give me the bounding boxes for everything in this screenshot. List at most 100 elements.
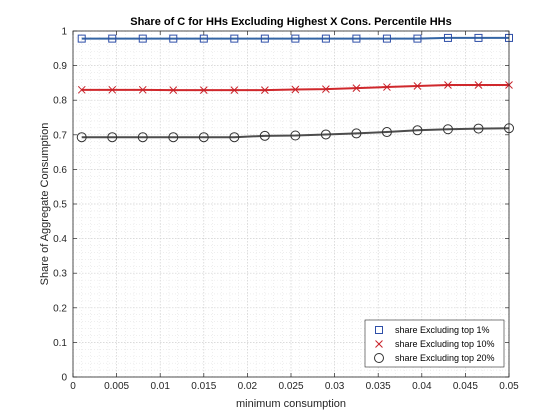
x-marker: [260, 86, 269, 95]
x-marker: [444, 81, 452, 89]
square-marker: [375, 326, 383, 334]
x-marker: [169, 86, 178, 95]
x-marker-stroke: [291, 85, 300, 94]
legend-entries: share Excluding top 1% share Excluding to…: [374, 325, 495, 363]
x-axis-label: minimum consumption: [236, 398, 346, 410]
y-tick-label: 0.7: [53, 130, 67, 141]
y-tick-label: 0.3: [53, 269, 67, 280]
x-tick-label: 0.045: [453, 381, 478, 392]
y-tick-label: 0.8: [53, 96, 67, 107]
square-marker: [138, 34, 147, 43]
x-marker: [383, 83, 391, 91]
circle-marker: [290, 130, 301, 141]
x-tick-label: 0.025: [278, 381, 303, 392]
square-marker: [382, 34, 391, 43]
chart-title: Share of C for HHs Excluding Highest X C…: [130, 16, 452, 28]
circle-marker: [412, 125, 423, 136]
y-tick-label: 0.9: [53, 61, 67, 72]
square-marker: [169, 34, 178, 43]
circle-marker: [351, 128, 362, 139]
x-marker-stroke: [199, 86, 208, 95]
square-marker: [108, 34, 117, 43]
series-1-line: [81, 36, 509, 40]
legend-entry-2: share Excluding top 10%: [375, 339, 495, 349]
y-tick-label: 0.1: [53, 338, 67, 349]
circle-marker: [198, 132, 209, 143]
x-marker-stroke: [169, 86, 178, 95]
square-marker: [352, 34, 361, 43]
legend-entry-3: share Excluding top 20%: [374, 353, 495, 363]
square-marker: [230, 34, 239, 43]
square-marker: [199, 34, 208, 43]
y-tick-label: 0.2: [53, 303, 67, 314]
x-tick-label: 0: [70, 381, 76, 392]
x-tick-label: 0.01: [150, 381, 170, 392]
x-marker: [230, 86, 239, 95]
x-marker-stroke: [352, 84, 361, 92]
square-marker: [77, 34, 86, 43]
legend: share Excluding top 1% share Excluding to…: [364, 319, 505, 368]
x-marker-stroke: [474, 81, 483, 89]
series-group: [76, 33, 514, 143]
legend-label-2: share Excluding top 10%: [395, 339, 495, 349]
circle-marker: [320, 129, 331, 140]
x-marker-stroke: [375, 340, 383, 348]
circle-marker: [473, 123, 484, 134]
x-marker-stroke: [138, 85, 147, 94]
legend-label-3: share Excluding top 20%: [395, 353, 495, 363]
x-marker: [413, 82, 422, 90]
x-marker: [199, 86, 208, 95]
circle-marker: [107, 132, 118, 143]
square-marker: [443, 33, 452, 42]
legend-box: [364, 319, 505, 368]
y-tick-label: 0.5: [53, 200, 67, 211]
circle-marker: [137, 132, 148, 143]
x-marker-stroke: [413, 82, 422, 90]
circle-marker: [381, 127, 392, 138]
x-tick-label: 0.03: [325, 381, 345, 392]
y-tick-label: 0.4: [53, 234, 67, 245]
square-marker: [413, 34, 422, 43]
circle-marker: [374, 353, 384, 363]
square-marker: [474, 33, 483, 42]
square-marker: [321, 34, 330, 43]
x-tick-label: 0.02: [238, 381, 258, 392]
x-marker: [291, 85, 300, 94]
circle-marker: [229, 132, 240, 143]
square-marker: [260, 34, 269, 43]
x-marker-stroke: [230, 86, 239, 95]
y-tick-label: 0.6: [53, 165, 67, 176]
axis-ticks: 0 0.005 0.01 0.015 0.02 0.025 0.03 0.035 0.04 0.0…: [53, 27, 519, 393]
x-marker-stroke: [77, 85, 86, 94]
x-marker-stroke: [260, 86, 269, 95]
legend-label-1: share Excluding top 1%: [395, 325, 490, 335]
x-tick-label: 0.05: [499, 381, 519, 392]
x-tick-label: 0.015: [191, 381, 216, 392]
x-marker-stroke: [444, 81, 452, 89]
x-marker-stroke: [383, 83, 391, 91]
x-tick-label: 0.035: [366, 381, 391, 392]
x-marker: [108, 85, 117, 94]
circle-marker: [168, 132, 179, 143]
circle-marker: [76, 132, 87, 143]
x-marker: [77, 85, 86, 94]
circle-marker: [259, 130, 270, 141]
x-marker: [322, 85, 330, 93]
x-tick-label: 0.005: [104, 381, 129, 392]
series-3-line: [81, 127, 510, 139]
square-marker: [291, 34, 300, 43]
circle-marker: [442, 124, 453, 135]
y-axis-label: Share of Aggregate Consumption: [39, 123, 51, 286]
x-tick-label: 0.04: [412, 381, 432, 392]
x-marker-stroke: [108, 85, 117, 94]
y-tick-label: 1: [61, 27, 67, 38]
x-marker: [138, 85, 147, 94]
y-tick-label: 0: [61, 373, 67, 384]
x-marker: [352, 84, 361, 92]
x-marker-stroke: [322, 85, 330, 93]
x-marker: [375, 340, 383, 348]
legend-entry-1: share Excluding top 1%: [375, 325, 490, 335]
grid: [72, 30, 510, 378]
